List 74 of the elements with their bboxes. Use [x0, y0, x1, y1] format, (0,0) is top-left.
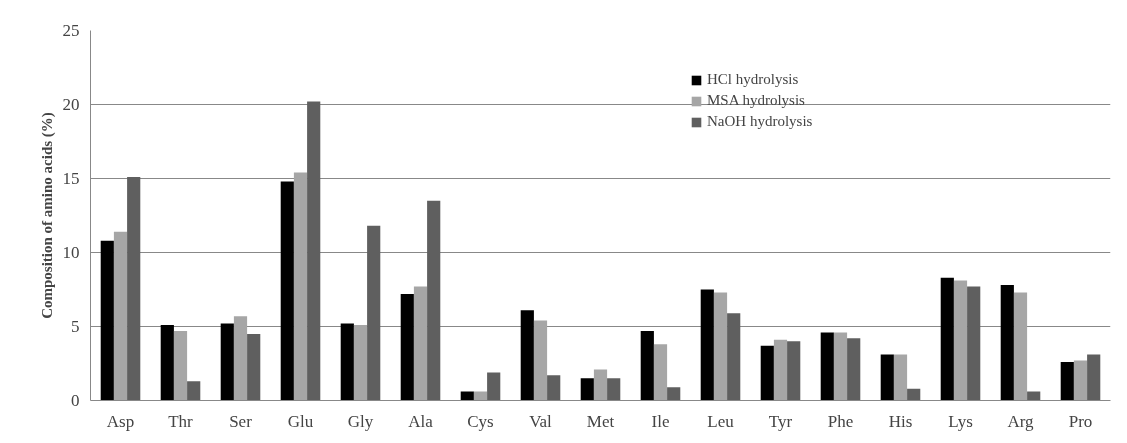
bar [340, 323, 354, 401]
x-tick-label: Met [586, 411, 615, 431]
bar [413, 286, 428, 401]
y-tick-label: 10 [62, 243, 80, 262]
bar [700, 289, 714, 401]
bar [127, 177, 141, 401]
x-tick-label: Arg [1007, 411, 1035, 431]
x-tick-label: Pro [1068, 411, 1093, 431]
bar [907, 388, 921, 401]
bar [940, 277, 954, 401]
x-tick-label: Phe [827, 411, 854, 431]
legend-label: HCl hydrolysis [707, 71, 799, 88]
y-tick-label: 0 [71, 391, 80, 410]
bar [487, 372, 501, 401]
bar [760, 345, 774, 401]
bar [427, 200, 441, 401]
bar [293, 172, 308, 401]
x-tick-label: Glu [287, 411, 314, 431]
x-tick-label: Gly [347, 411, 374, 431]
bar [187, 381, 201, 401]
x-tick-label: Leu [707, 411, 735, 431]
x-tick-label: Cys [467, 411, 494, 431]
bar [1000, 285, 1014, 401]
bar [400, 293, 414, 401]
bar [953, 280, 968, 401]
y-tick-label: 25 [62, 21, 80, 40]
x-tick-label: Ile [651, 411, 670, 431]
bar [1013, 292, 1028, 401]
bar [880, 354, 894, 401]
bar [160, 325, 174, 401]
bar [547, 375, 561, 401]
bar [713, 292, 728, 401]
bar [100, 240, 114, 401]
bar [220, 323, 234, 401]
bar [1060, 362, 1074, 401]
bar [607, 378, 621, 401]
y-tick-label: 5 [71, 317, 80, 336]
y-tick-label: 15 [62, 169, 80, 188]
y-axis-title: Composition of amino acids (%) [38, 112, 56, 319]
bar [820, 332, 834, 401]
x-tick-label: Asp [106, 411, 135, 431]
x-tick-label: Val [529, 411, 553, 431]
x-tick-label: Ser [229, 411, 253, 431]
y-tick-label: 20 [62, 95, 80, 114]
bar [640, 330, 654, 401]
x-tick-label: Ala [408, 411, 434, 431]
x-tick-label: His [888, 411, 913, 431]
bar [113, 231, 128, 401]
bar [233, 316, 248, 401]
bar [280, 181, 294, 401]
bar [533, 320, 548, 401]
x-tick-label: Thr [168, 411, 194, 431]
bar [893, 354, 908, 401]
legend-label: NaOH hydrolysis [707, 113, 813, 130]
bar [367, 225, 381, 401]
bar [307, 101, 321, 401]
bar [247, 333, 261, 401]
bar [1087, 354, 1101, 401]
bar [580, 378, 594, 401]
bar [967, 286, 981, 401]
bar [1073, 360, 1088, 401]
bar [520, 310, 534, 401]
bar [667, 387, 681, 401]
x-tick-label: Lys [948, 411, 973, 431]
bar [847, 338, 861, 401]
bar [593, 369, 608, 401]
x-tick-label: Tyr [768, 411, 793, 431]
bar [787, 341, 801, 401]
bar [353, 325, 368, 401]
bar [833, 332, 848, 401]
bar [653, 344, 668, 401]
bar [173, 330, 188, 401]
bar [773, 339, 788, 401]
bar [727, 313, 741, 401]
